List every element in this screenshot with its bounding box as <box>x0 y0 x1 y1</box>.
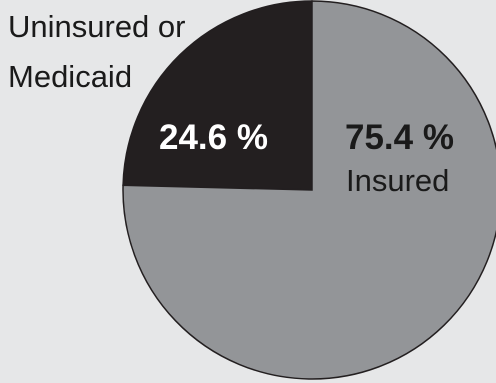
pie-slices <box>122 0 496 380</box>
slice-insured <box>122 0 496 380</box>
label-uninsured-line1: Uninsured or <box>8 9 185 44</box>
label-insured: Insured <box>346 163 449 198</box>
label-uninsured-line2: Medicaid <box>8 59 132 94</box>
slice-uninsured <box>122 0 313 191</box>
value-label-uninsured: 24.6 % <box>159 118 268 157</box>
value-label-insured: 75.4 % <box>345 118 454 157</box>
